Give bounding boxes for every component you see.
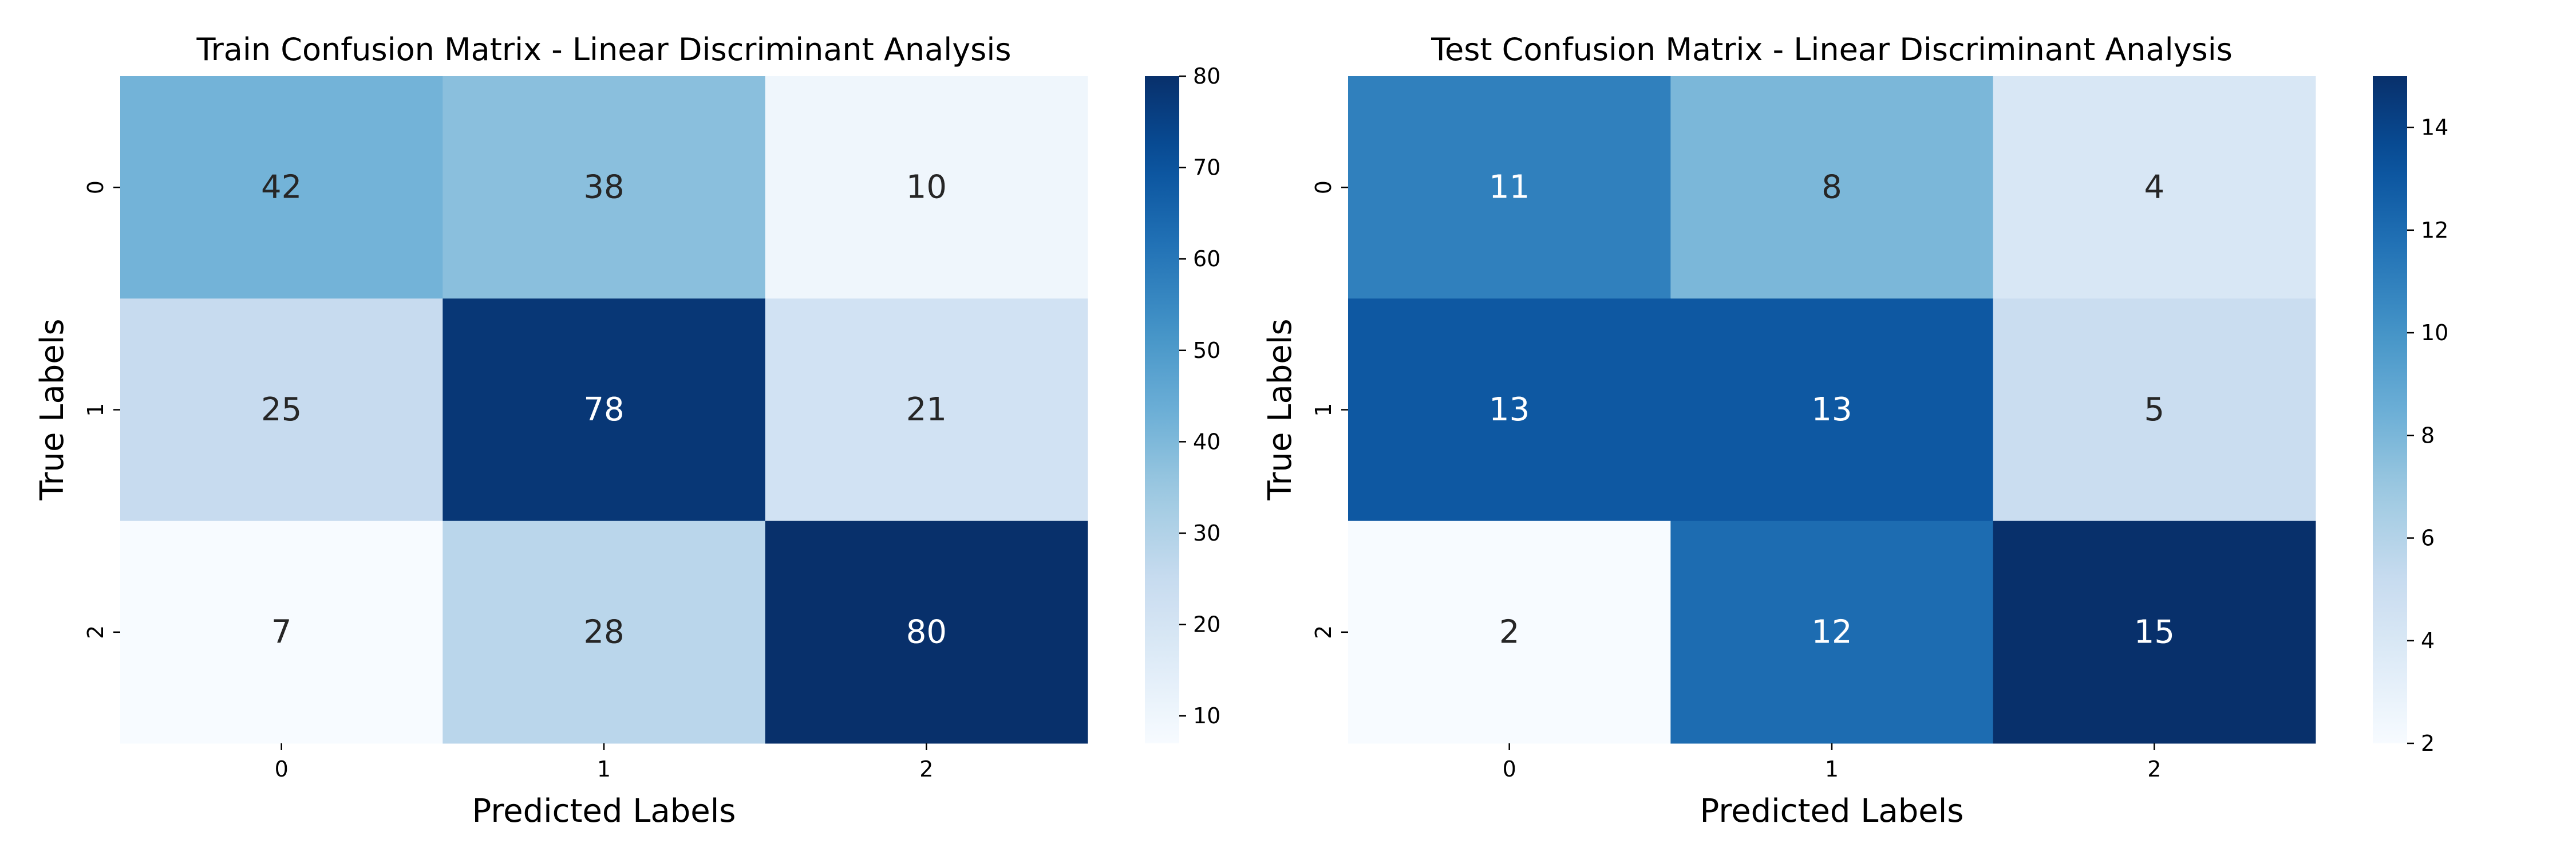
train-cell-1-2 xyxy=(765,298,1088,522)
train-chart-title: Train Confusion Matrix - Linear Discrimi… xyxy=(196,31,1012,68)
train-y-tick-label-1: 1 xyxy=(83,403,108,416)
train-x-tick-label-1: 1 xyxy=(597,756,611,782)
train-y-tick-label-2: 2 xyxy=(83,625,108,639)
train-cell-value-2-2: 80 xyxy=(906,613,947,651)
test-colorbar-tick-label-5: 12 xyxy=(2421,218,2448,243)
train-y-tick-label-0: 0 xyxy=(83,180,108,194)
train-cell-1-1 xyxy=(442,298,766,522)
train-colorbar-gradient xyxy=(1145,76,1179,743)
test-cell-1-1 xyxy=(1670,298,1994,522)
test-confusion-matrix-panel: Test Confusion Matrix - Linear Discrimin… xyxy=(1262,31,2448,830)
test-x-axis-label: Predicted Labels xyxy=(1700,793,1964,830)
test-x-tick-label-2: 2 xyxy=(2147,756,2161,782)
test-y-axis-label: True Labels xyxy=(1262,319,1299,501)
train-colorbar: 10 20 30 40 50 60 70 80 xyxy=(1145,64,1220,743)
train-cell-value-1-2: 21 xyxy=(906,391,947,428)
train-y-axis-label: True Labels xyxy=(34,319,71,501)
train-cell-0-2 xyxy=(765,76,1088,299)
test-cell-value-2-0: 2 xyxy=(1499,613,1520,651)
test-x-tick-label-0: 0 xyxy=(1503,756,1516,782)
test-y-tick-label-1: 1 xyxy=(1311,403,1336,416)
test-heatmap-cells: 11 8 4 13 13 5 2 12 15 xyxy=(1348,76,2316,744)
test-cell-value-0-2: 4 xyxy=(2144,169,2165,206)
test-y-ticks: 0 1 2 xyxy=(1311,180,1348,639)
train-x-axis-label: Predicted Labels xyxy=(472,793,736,830)
train-colorbar-tick-label-7: 80 xyxy=(1193,64,1220,89)
test-colorbar: 2 4 6 8 10 12 14 xyxy=(2373,76,2448,756)
train-colorbar-tick-label-3: 40 xyxy=(1193,429,1220,454)
train-colorbar-tick-label-4: 50 xyxy=(1193,338,1220,363)
train-x-tick-label-2: 2 xyxy=(919,756,933,782)
test-colorbar-gradient xyxy=(2373,76,2407,743)
test-cell-value-1-1: 13 xyxy=(1811,391,1852,428)
test-cell-value-2-1: 12 xyxy=(1811,613,1852,651)
test-cell-value-1-2: 5 xyxy=(2144,391,2165,428)
test-cell-value-0-0: 11 xyxy=(1489,169,1530,206)
train-heatmap-cells: 42 38 10 25 78 21 7 28 80 xyxy=(120,76,1088,744)
train-cell-value-1-1: 78 xyxy=(583,391,624,428)
test-colorbar-tick-label-1: 4 xyxy=(2421,628,2435,653)
test-colorbar-tick-label-2: 6 xyxy=(2421,526,2435,551)
test-cell-2-0 xyxy=(1348,521,1671,744)
train-cell-value-2-0: 7 xyxy=(271,613,292,651)
test-cell-value-1-0: 13 xyxy=(1489,391,1530,428)
test-cell-value-0-1: 8 xyxy=(1822,169,1842,206)
train-cell-value-0-1: 38 xyxy=(583,169,624,206)
train-cell-0-0 xyxy=(120,76,443,299)
train-colorbar-tick-label-5: 60 xyxy=(1193,246,1220,271)
test-colorbar-tick-label-3: 8 xyxy=(2421,423,2435,448)
test-y-tick-label-0: 0 xyxy=(1311,180,1336,194)
train-cell-2-1 xyxy=(442,521,766,744)
test-cell-value-2-2: 15 xyxy=(2134,613,2175,651)
test-cell-0-1 xyxy=(1670,76,1994,299)
train-x-tick-label-0: 0 xyxy=(275,756,289,782)
train-cell-value-1-0: 25 xyxy=(261,391,302,428)
test-cell-0-2 xyxy=(1993,76,2316,299)
test-colorbar-tick-label-4: 10 xyxy=(2421,320,2448,345)
train-colorbar-tick-label-0: 10 xyxy=(1193,703,1220,728)
train-cell-value-0-0: 42 xyxy=(261,169,302,206)
train-colorbar-tick-label-2: 30 xyxy=(1193,521,1220,546)
train-cell-2-0 xyxy=(120,521,443,744)
train-cell-1-0 xyxy=(120,298,443,522)
train-y-ticks: 0 1 2 xyxy=(83,180,120,639)
test-cell-0-0 xyxy=(1348,76,1671,299)
test-x-tick-label-1: 1 xyxy=(1825,756,1839,782)
test-y-tick-label-2: 2 xyxy=(1311,625,1336,639)
train-confusion-matrix-panel: Train Confusion Matrix - Linear Discrimi… xyxy=(34,31,1220,830)
train-cell-0-1 xyxy=(442,76,766,299)
test-cell-1-2 xyxy=(1993,298,2316,522)
train-cell-value-0-2: 10 xyxy=(906,169,947,206)
test-x-ticks: 0 1 2 xyxy=(1503,743,2161,782)
train-cell-value-2-1: 28 xyxy=(583,613,624,651)
test-cell-1-0 xyxy=(1348,298,1671,522)
train-colorbar-tick-label-1: 20 xyxy=(1193,612,1220,637)
test-colorbar-tick-label-6: 14 xyxy=(2421,115,2448,140)
train-x-ticks: 0 1 2 xyxy=(275,743,933,782)
test-chart-title: Test Confusion Matrix - Linear Discrimin… xyxy=(1431,31,2233,68)
test-cell-2-1 xyxy=(1670,521,1994,744)
train-colorbar-tick-label-6: 70 xyxy=(1193,155,1220,180)
test-cell-2-2 xyxy=(1993,521,2316,744)
test-colorbar-tick-label-0: 2 xyxy=(2421,731,2435,756)
train-cell-2-2 xyxy=(765,521,1088,744)
